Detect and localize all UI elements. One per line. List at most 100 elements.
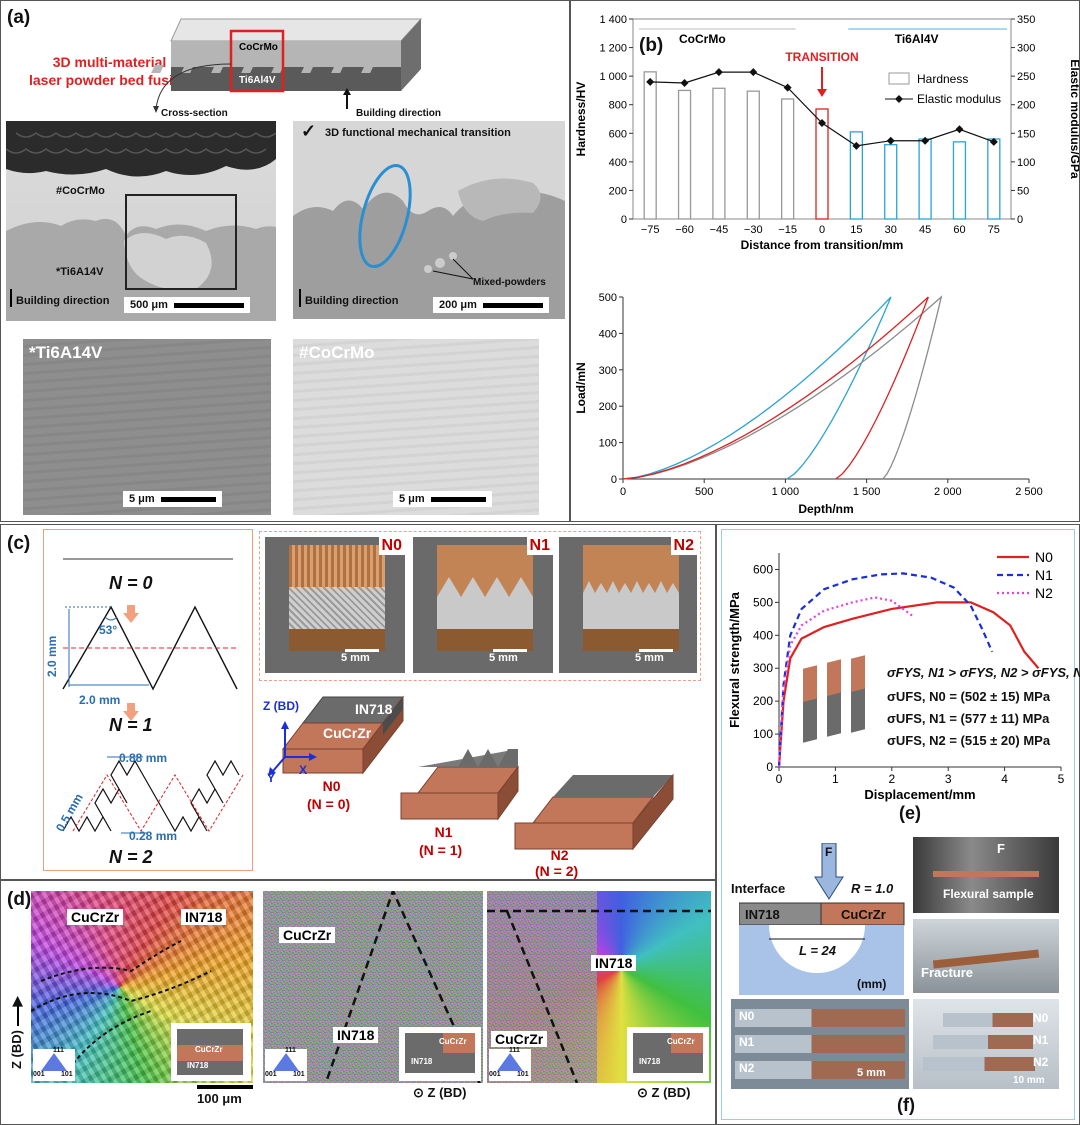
x-axis-label: Distance from transition/mm (741, 238, 904, 252)
hardness-bar (987, 138, 1001, 220)
hardness-bar (746, 90, 760, 220)
sem-right: ✓ 3D functional mechanical transition Mi… (293, 121, 565, 319)
photo-n2: N2 5 mm (559, 537, 697, 673)
y-tick-label: 100 (753, 727, 773, 741)
stack-scale: 10 mm (1013, 1075, 1045, 1086)
flat-n1: N1 (739, 1035, 755, 1049)
sem-bottom-left: *Ti6A14V 5 μm (23, 339, 271, 515)
photo-frame (259, 531, 701, 681)
block-cucrzr-label: CuCrZr (323, 725, 372, 741)
x-tick-label: 2 500 (1015, 486, 1043, 498)
y2-tick-label: 50 (1017, 185, 1029, 197)
x-tick-label: 500 (695, 486, 713, 498)
modulus-point (749, 68, 758, 77)
y2-tick-label: 350 (1017, 14, 1035, 26)
formula-3: σUFS, N1 = (577 ± 11) MPa (887, 711, 1050, 726)
mixed-powders-label: Mixed-powders (473, 277, 546, 288)
block-schematics (268, 695, 674, 851)
y-tick-label: 200 (609, 185, 627, 197)
y-tick-label: 1 200 (599, 43, 627, 55)
right-scalebar: 200 μm (433, 297, 549, 313)
modulus-point (921, 136, 930, 145)
axis-x-label: X (299, 763, 308, 777)
ebsd-2-inset: CuCrZr IN718 (399, 1027, 481, 1081)
block-top-label: CoCrMo (239, 42, 278, 53)
panel-d: (d) CuCrZr IN718 111 001 101 CuCrZr IN71… (0, 880, 716, 1125)
x-tick-label: 0 (620, 486, 626, 498)
y-tick-label: 400 (609, 157, 627, 169)
radius-label: R = 1.0 (851, 881, 894, 896)
panel-b: (b) 0 200 400 600 800 1 000 1 200 1 400 0 50 100 15… (570, 0, 1080, 522)
force-label: F (825, 845, 833, 859)
x-tick-label: 0 (819, 224, 825, 236)
formula-4: σUFS, N2 = (515 ± 20) MPa (887, 733, 1051, 748)
right-title: 3D functional mechanical transition (325, 127, 511, 139)
modulus-point (818, 119, 826, 127)
y-axis-label: Hardness/HV (574, 82, 588, 157)
y2-tick-label: 250 (1017, 71, 1035, 83)
cross-section-label: Cross-section (161, 108, 228, 119)
n1-label: N = 1 (109, 715, 153, 735)
x-tick-label: 2 000 (934, 486, 962, 498)
flexural-sample-label: Flexural sample (943, 887, 1034, 901)
panel-c: (c) N = 0 53° 2.0 mm 2.0 mm N = 1 0.88 m… (0, 524, 716, 880)
legend-label-n1: N1 (1035, 567, 1053, 583)
x-axis-label: Displacement/mm (864, 787, 975, 802)
x-tick-label: 3 (945, 772, 952, 786)
region-left-label: CoCrMo (679, 32, 726, 46)
block-bottom-label: Ti6Al4V (239, 75, 276, 86)
photo-n0-label: N0 (378, 537, 405, 555)
y-tick-label: 400 (753, 628, 773, 642)
y-tick-label: 500 (599, 292, 617, 304)
modulus-point (886, 136, 895, 145)
ebsd-scalebar: 100 μm (197, 1085, 253, 1106)
building-direction-right: Building direction (299, 289, 399, 307)
flexural-curve-n1 (777, 572, 994, 768)
y-tick-label: 0 (766, 760, 773, 774)
photo-n2-scale: 5 mm (635, 649, 673, 664)
photo-n1: N1 5 mm (413, 537, 553, 673)
cucrzr-bar-label: CuCrZr (841, 907, 886, 922)
material-block-diagram: CoCrMo Ti6Al4V (151, 18, 423, 113)
building-direction-top: Building direction (356, 108, 441, 119)
check-icon: ✓ (301, 121, 317, 141)
ebsd-3-cucrzr: CuCrZr (491, 1031, 548, 1047)
axis-z-label: Z (BD) (263, 699, 299, 713)
y-tick-label: 200 (753, 694, 773, 708)
angle-label: 53° (99, 623, 118, 637)
zbd-label-2: ⊙ Z (BD) (413, 1085, 467, 1100)
y-axis-label: Flexural strength/MPa (727, 591, 742, 728)
hardness-bar (952, 141, 967, 220)
y-tick-label: 0 (611, 474, 617, 486)
panel-a-label: (a) (7, 7, 31, 28)
panel-f-label: (f) (897, 1095, 915, 1115)
legend-label-n2: N2 (1035, 585, 1053, 601)
y-tick-label: 200 (599, 401, 617, 413)
x-tick-label: 1 500 (853, 486, 881, 498)
interface-label: Interface (731, 881, 786, 896)
x-tick-label: 60 (953, 224, 965, 236)
legend-hardness-label: Hardness (917, 72, 968, 86)
photo-n1-label: N1 (526, 537, 553, 555)
ebsd-1-cucrzr: CuCrZr (67, 909, 124, 925)
width-label: 2.0 mm (79, 693, 121, 707)
left-scalebar: 500 μm (124, 297, 250, 313)
flexural-curve-n0 (777, 601, 1040, 768)
stack-n0: N0 (1033, 1011, 1049, 1025)
photo-force-label: F (997, 841, 1005, 856)
legend-modulus-marker (895, 95, 903, 103)
ebsd-2-in718: IN718 (333, 1027, 379, 1043)
modulus-point (680, 79, 689, 87)
legend-label-n0: N0 (1035, 549, 1053, 565)
x-tick-label: 15 (850, 224, 862, 236)
load-depth-curve (622, 295, 943, 480)
dim-028: 0.28 mm (129, 829, 178, 843)
y2-tick-label: 0 (1017, 214, 1023, 226)
flat-scale: 5 mm (857, 1067, 886, 1079)
ebsd-3-in718: IN718 (591, 955, 637, 971)
y-tick-label: 100 (599, 438, 617, 450)
in718-bar-label: IN718 (745, 907, 780, 922)
load-depth-curve (622, 296, 892, 480)
panel-ef-inner (721, 529, 1075, 1120)
flexural-curve-n2 (777, 596, 916, 768)
